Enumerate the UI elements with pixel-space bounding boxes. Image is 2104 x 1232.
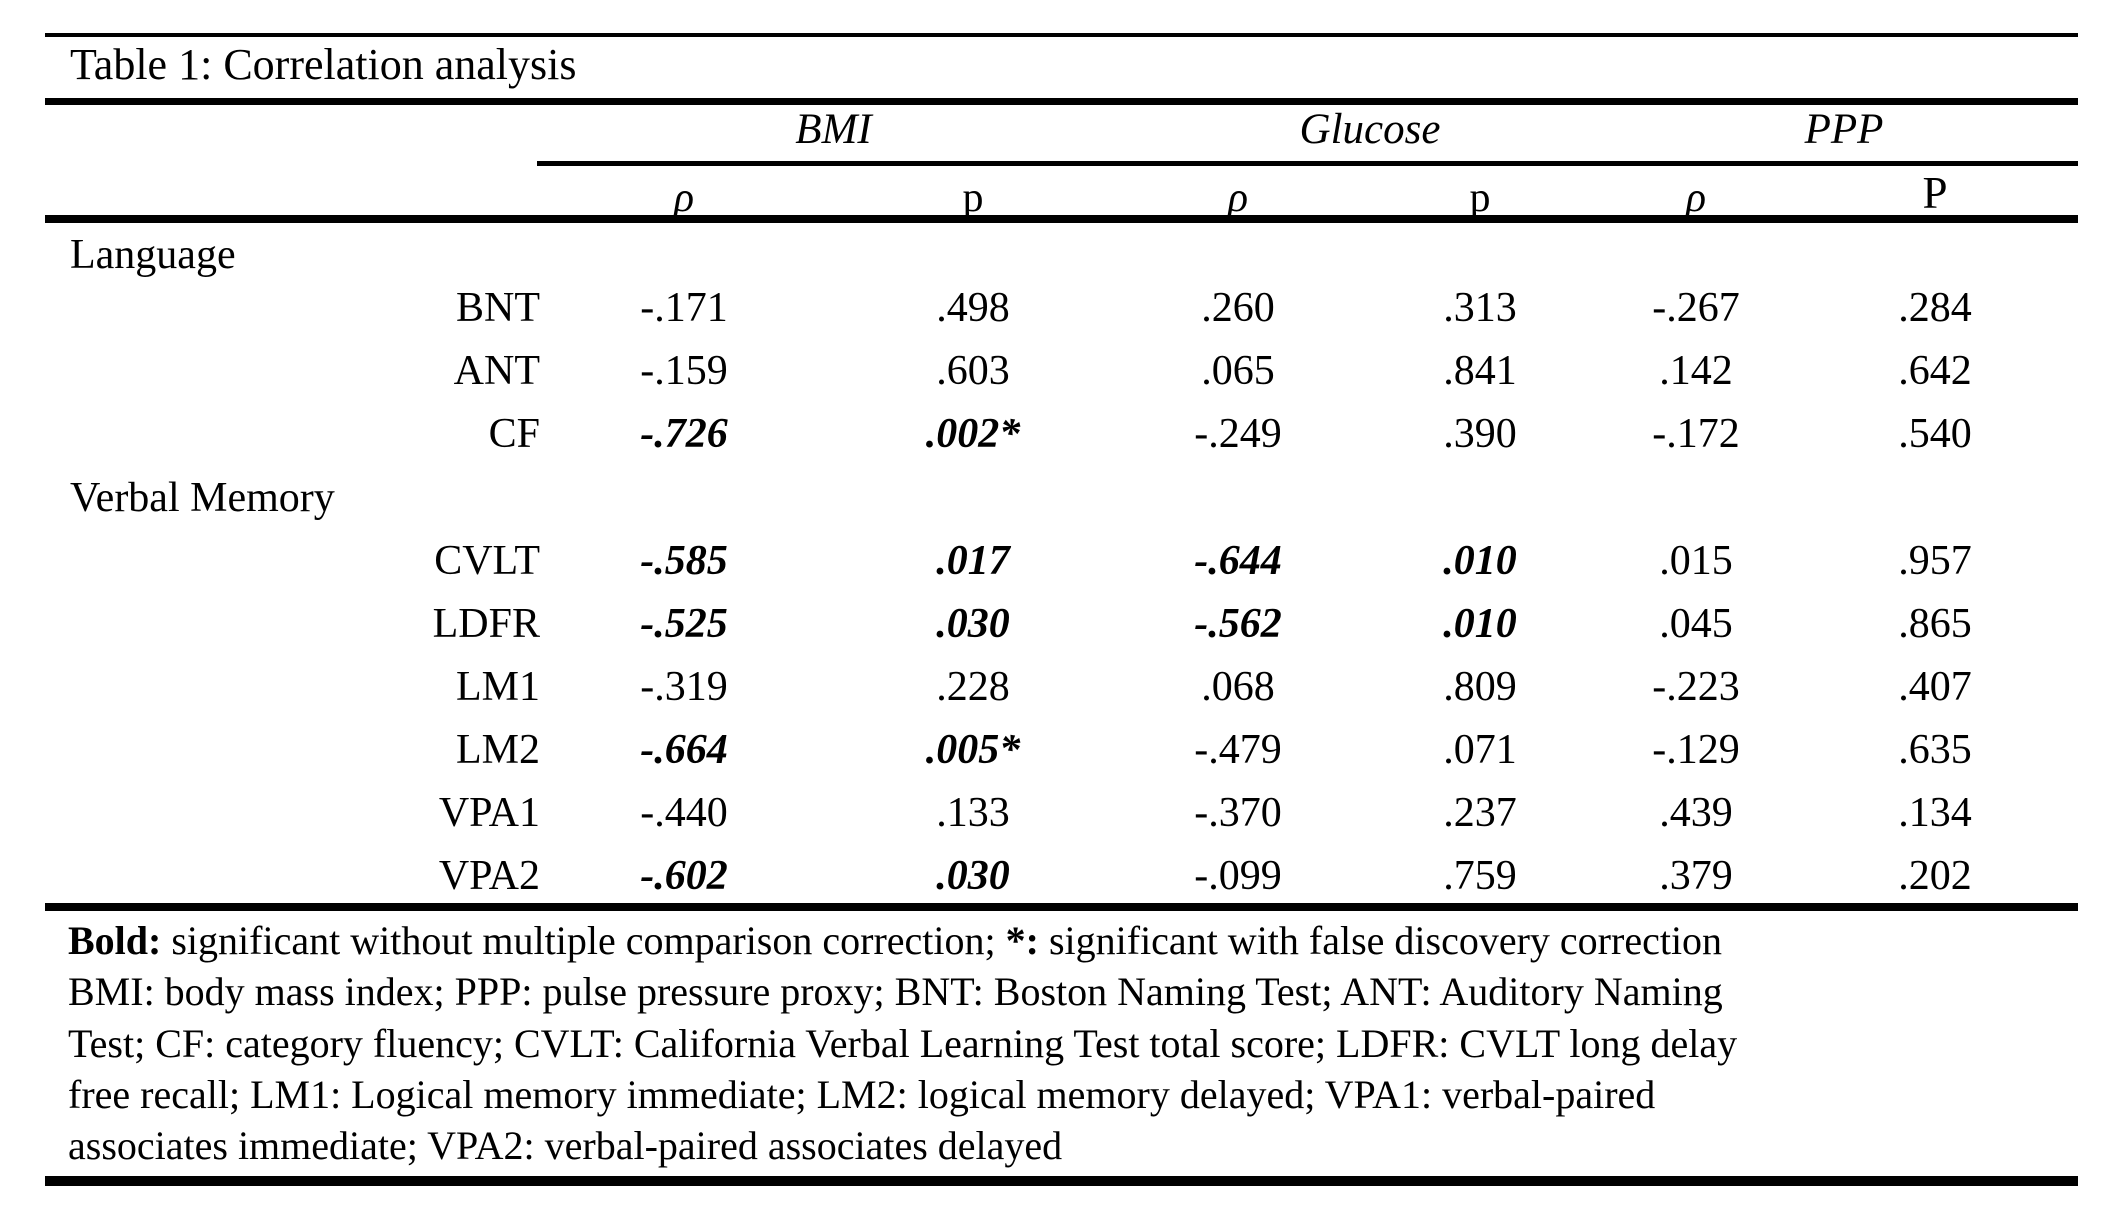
value-cell: .010: [1443, 601, 1517, 647]
value-cell: .865: [1898, 601, 1972, 647]
value-cell: .142: [1659, 348, 1733, 394]
value-cell: -.664: [640, 727, 728, 773]
value-cell: .635: [1898, 727, 1972, 773]
value-cell: -.525: [640, 601, 728, 647]
value-cell: .439: [1659, 790, 1733, 836]
table-title: Table 1: Correlation analysis: [70, 40, 577, 89]
value-cell: .005*: [925, 727, 1021, 773]
value-cell: -.644: [1194, 538, 1282, 584]
value-cell: .010: [1443, 538, 1517, 584]
value-cell: .809: [1443, 664, 1517, 710]
footnote-segment: Test; CF: category fluency; CVLT: Califo…: [68, 1021, 1738, 1066]
value-cell: .390: [1443, 411, 1517, 457]
value-cell: .030: [936, 853, 1010, 899]
footnote-segment: free recall; LM1: Logical memory immedia…: [68, 1072, 1656, 1117]
row-label: LM1: [456, 664, 540, 710]
value-cell: .071: [1443, 727, 1517, 773]
value-cell: -.602: [640, 853, 728, 899]
footnote-line: Test; CF: category fluency; CVLT: Califo…: [68, 1020, 1737, 1067]
rule-top: [45, 33, 2078, 37]
footnote-line: BMI: body mass index; PPP: pulse pressur…: [68, 968, 1723, 1015]
rule-group-span: [537, 161, 2078, 166]
value-cell: -.267: [1652, 285, 1740, 331]
value-cell: -.585: [640, 538, 728, 584]
value-cell: .957: [1898, 538, 1972, 584]
footnote-segment: BMI: body mass index; PPP: pulse pressur…: [68, 969, 1723, 1014]
footnote-line: Bold: significant without multiple compa…: [68, 917, 1722, 964]
footnote-segment: *:: [1005, 918, 1039, 963]
rule-bottom: [45, 1176, 2078, 1186]
rule-below-subheaders: [45, 215, 2078, 223]
value-cell: .379: [1659, 853, 1733, 899]
value-cell: .642: [1898, 348, 1972, 394]
value-cell: .045: [1659, 601, 1733, 647]
footnote-segment: Bold:: [68, 918, 162, 963]
value-cell: .260: [1201, 285, 1275, 331]
value-cell: -.249: [1194, 411, 1282, 457]
subheader-rho-ppp: ρ: [1685, 175, 1707, 221]
footnote-line: free recall; LM1: Logical memory immedia…: [68, 1071, 1655, 1118]
value-cell: -.479: [1194, 727, 1282, 773]
value-cell: -.440: [640, 790, 728, 836]
rule-below-title: [45, 98, 2078, 105]
value-cell: -.370: [1194, 790, 1282, 836]
value-cell: .030: [936, 601, 1010, 647]
subheader-p-glucose: p: [1469, 175, 1491, 221]
value-cell: -.129: [1652, 727, 1740, 773]
footnote-segment: significant with false discovery correct…: [1038, 918, 1723, 963]
row-label: VPA1: [438, 790, 540, 836]
subheader-p-ppp: P: [1922, 168, 1948, 218]
section-label: Verbal Memory: [70, 475, 335, 521]
value-cell: -.726: [640, 411, 728, 457]
section-label: Language: [70, 232, 236, 278]
value-cell: .228: [936, 664, 1010, 710]
value-cell: .498: [936, 285, 1010, 331]
value-cell: .540: [1898, 411, 1972, 457]
value-cell: .202: [1898, 853, 1972, 899]
value-cell: .603: [936, 348, 1010, 394]
value-cell: .068: [1201, 664, 1275, 710]
value-cell: .759: [1443, 853, 1517, 899]
value-cell: .017: [936, 538, 1010, 584]
row-label: ANT: [453, 348, 540, 394]
footnote-line: associates immediate; VPA2: verbal-paire…: [68, 1122, 1062, 1169]
column-group-bmi: BMI: [795, 106, 872, 153]
rule-above-footnotes: [45, 903, 2078, 911]
footnote-segment: significant without multiple comparison …: [161, 918, 1006, 963]
value-cell: -.159: [640, 348, 728, 394]
value-cell: -.171: [640, 285, 728, 331]
subheader-rho-bmi: ρ: [673, 175, 695, 221]
row-label: CF: [488, 411, 540, 457]
value-cell: -.172: [1652, 411, 1740, 457]
footnote-segment: associates immediate; VPA2: verbal-paire…: [68, 1123, 1063, 1168]
column-group-ppp: PPP: [1804, 106, 1884, 153]
value-cell: .015: [1659, 538, 1733, 584]
subheader-p-bmi: p: [962, 175, 984, 221]
value-cell: .313: [1443, 285, 1517, 331]
row-label: LDFR: [432, 601, 540, 647]
value-cell: -.319: [640, 664, 728, 710]
value-cell: .134: [1898, 790, 1972, 836]
subheader-rho-glucose: ρ: [1227, 175, 1249, 221]
value-cell: .841: [1443, 348, 1517, 394]
value-cell: -.099: [1194, 853, 1282, 899]
row-label: CVLT: [434, 538, 540, 584]
row-label: VPA2: [438, 853, 540, 899]
value-cell: .284: [1898, 285, 1972, 331]
value-cell: .237: [1443, 790, 1517, 836]
value-cell: -.562: [1194, 601, 1282, 647]
value-cell: -.223: [1652, 664, 1740, 710]
row-label: BNT: [456, 285, 540, 331]
value-cell: .065: [1201, 348, 1275, 394]
value-cell: .407: [1898, 664, 1972, 710]
value-cell: .133: [936, 790, 1010, 836]
value-cell: .002*: [925, 411, 1021, 457]
row-label: LM2: [456, 727, 540, 773]
column-group-glucose: Glucose: [1299, 106, 1441, 153]
